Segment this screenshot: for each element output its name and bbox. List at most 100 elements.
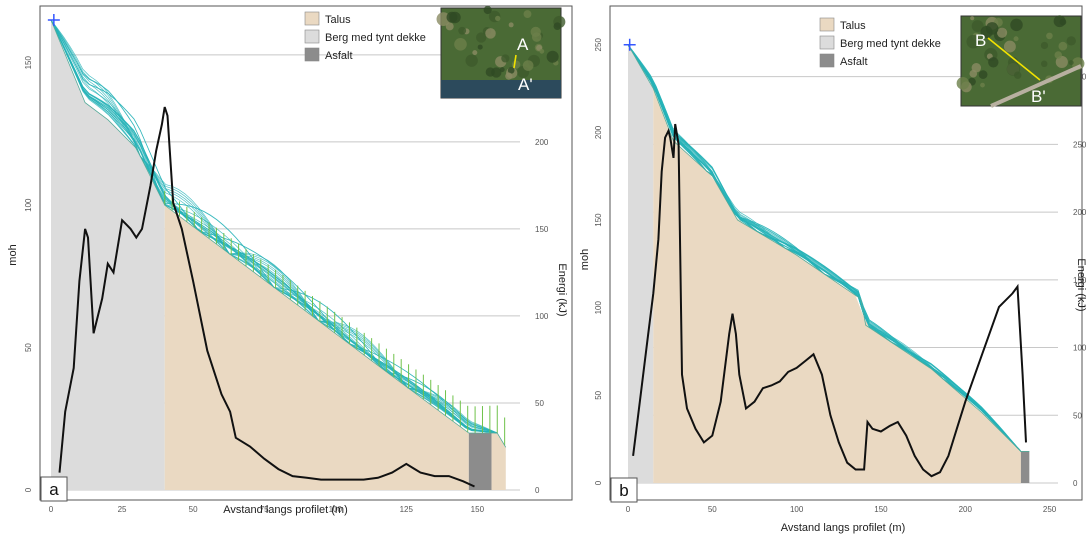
y2-axis-label: Energi (kJ): [556, 263, 568, 316]
inset-map-texture: [477, 44, 483, 50]
inset-map-texture: [1058, 41, 1068, 51]
energy-series-line: [632, 123, 1027, 478]
y-tick-label: 100: [24, 198, 33, 212]
inset-map-texture: [971, 20, 984, 33]
y-axis-label: moh: [7, 244, 19, 265]
zone-talus: [653, 88, 1021, 484]
inset-map-texture: [465, 54, 478, 67]
x-tick-label: 50: [189, 505, 198, 514]
inset-map-texture: [523, 10, 532, 19]
inset-map-texture: [495, 15, 501, 22]
y-tick-label: 150: [24, 56, 33, 70]
panel-a: 0255075100125150050100150050100150200250…: [7, 5, 573, 516]
legend-label: Asfalt: [325, 50, 353, 62]
y2-tick-label: 100: [535, 312, 549, 321]
inset-map-texture: [1066, 36, 1076, 46]
y2-tick-label: 250: [1073, 140, 1087, 149]
trajectory-line: [627, 44, 1022, 452]
y-tick-label: 50: [594, 390, 603, 399]
y2-tick-label: 0: [535, 486, 540, 495]
y-tick-label: 0: [594, 480, 603, 485]
inset-map-texture: [970, 16, 975, 21]
legend-swatch: [304, 11, 320, 26]
inset-map-texture: [511, 60, 521, 69]
y-tick-label: 0: [24, 487, 33, 492]
legend-swatch: [819, 53, 835, 68]
inset-map-texture: [505, 72, 513, 80]
legend-swatch: [819, 17, 835, 32]
y2-axis-label: Energi (kJ): [1075, 258, 1087, 311]
inset-map-texture: [988, 57, 999, 68]
y-tick-label: 50: [24, 343, 33, 352]
panel-letter: b: [619, 481, 628, 500]
inset-map-texture: [483, 5, 492, 15]
inset-map-texture: [1054, 51, 1062, 59]
x-tick-label: 150: [874, 505, 888, 514]
trajectory-line: [627, 44, 1022, 452]
y2-tick-label: 200: [1073, 208, 1087, 217]
x-tick-label: 50: [708, 505, 717, 514]
panel-letter-box: [40, 476, 68, 502]
x-tick-label: 200: [959, 505, 973, 514]
inset-map-texture: [1068, 60, 1074, 66]
inset-map-texture: [530, 26, 541, 38]
y2-tick-label: 150: [535, 225, 549, 234]
inset-map-texture: [1006, 62, 1021, 76]
inset-map-texture: [1013, 36, 1019, 42]
inset-map-texture: [553, 22, 562, 31]
inset-map-water: [441, 80, 561, 98]
inset-map-texture: [454, 37, 467, 51]
x-tick-label: 125: [400, 505, 414, 514]
inset-map-texture: [458, 26, 467, 35]
inset-map-texture: [522, 60, 534, 71]
energy-series-line: [58, 106, 475, 488]
panel-letter-box: [610, 477, 638, 503]
inset-map-texture: [546, 50, 559, 63]
y2-tick-label: 150: [1073, 276, 1087, 285]
panel-b: 0 50 100 150 200 250 0 50 100 150 200 250 0 50 100 150 2…: [579, 5, 1087, 534]
x-tick-label: 250: [1043, 505, 1057, 514]
y2-tick-label: 50: [1073, 411, 1082, 420]
inset-map-texture: [539, 48, 545, 54]
x-tick-label: 150: [471, 505, 485, 514]
inset-map-texture: [449, 11, 461, 24]
inset-map-texture: [501, 54, 510, 63]
profile-line-on-map: [513, 54, 517, 69]
y-tick-label: 200: [594, 125, 603, 139]
x-tick-label: 75: [260, 505, 269, 514]
terrain-profile-line: [627, 44, 1030, 452]
y-tick-label: 250: [594, 38, 603, 52]
terrain-profile-line: [50, 19, 507, 448]
inset-map-texture: [1055, 55, 1068, 69]
zone-berg-med-tynt-dekke: [51, 20, 165, 490]
y2-tick-label: 200: [535, 138, 549, 147]
inset-map-texture: [491, 67, 502, 78]
inset-map-road: [990, 64, 1082, 108]
inset-map-texture: [508, 22, 514, 28]
zone-asfalt: [468, 433, 492, 490]
inset-map-texture: [969, 69, 978, 78]
panel-letter: a: [49, 480, 59, 499]
inset-map-texture: [1040, 41, 1049, 50]
x-tick-label: 0: [626, 505, 631, 514]
zone-talus: [491, 433, 506, 490]
trajectory-line: [627, 44, 1022, 452]
y-axis-label: moh: [579, 249, 591, 270]
y2-tick-label: 0: [1073, 479, 1078, 488]
profile-line-on-map: [987, 37, 1041, 81]
x-axis-label: Avstand langs profilet (m): [781, 522, 906, 534]
legend-label: Talus: [325, 14, 351, 26]
x-tick-label: 25: [118, 505, 127, 514]
inset-map-texture: [1053, 15, 1066, 28]
legend-swatch: [304, 29, 320, 44]
y2-tick-label: 50: [535, 399, 544, 408]
inset-map-texture: [966, 34, 981, 49]
y-tick-label: 150: [594, 213, 603, 227]
x-tick-label: 0: [49, 505, 54, 514]
inset-map-texture: [507, 66, 515, 74]
inset-map-texture: [996, 27, 1008, 38]
inset-map-texture: [476, 32, 487, 43]
y2-tick-label: 100: [1073, 344, 1087, 353]
inset-map-texture: [985, 22, 999, 35]
zone-asfalt: [1020, 451, 1030, 483]
